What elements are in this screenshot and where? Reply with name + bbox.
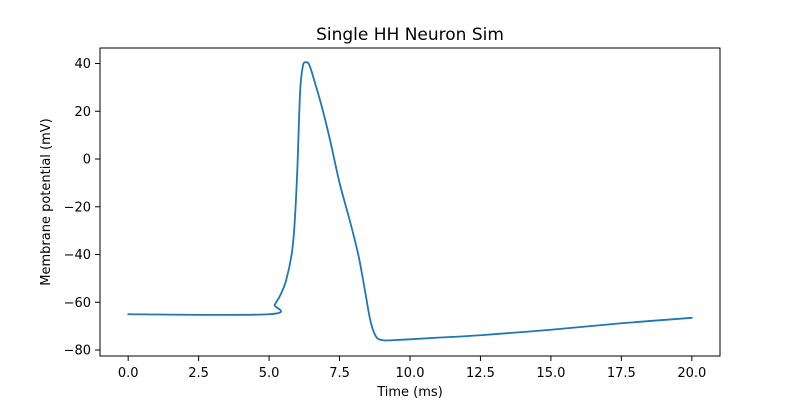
chart-title: Single HH Neuron Sim: [316, 25, 504, 45]
y-tick-label: 40: [74, 57, 91, 72]
plot-area: [99, 47, 721, 357]
y-tick-label: 0: [83, 153, 91, 168]
x-tick-label: 12.5: [466, 366, 495, 381]
membrane-potential-line: [127, 61, 693, 342]
x-tick-label: 0.0: [118, 366, 139, 381]
y-tick-label: 20: [74, 105, 91, 120]
x-tick-label: 15.0: [536, 366, 565, 381]
x-tick-label: 2.5: [188, 366, 209, 381]
y-axis-ticks: −80 −60 −40 −20 0 20 40: [64, 57, 100, 359]
plot-frame: [99, 47, 721, 357]
x-tick-label: 5.0: [259, 366, 280, 381]
x-tick-label: 20.0: [677, 366, 706, 381]
x-tick-label: 17.5: [607, 366, 636, 381]
y-tick-label: −20: [64, 200, 91, 215]
y-axis-label: Membrane potential (mV): [39, 118, 54, 285]
y-tick-label: −60: [64, 296, 91, 311]
y-tick-label: −80: [64, 344, 91, 359]
x-axis-ticks: 0.0 2.5 5.0 7.5 10.0 12.5 15.0 17.5 20.0: [118, 356, 706, 381]
y-tick-label: −40: [64, 248, 91, 263]
x-tick-label: 10.0: [396, 366, 425, 381]
x-tick-label: 7.5: [329, 366, 350, 381]
x-axis-label: Time (ms): [376, 385, 443, 400]
